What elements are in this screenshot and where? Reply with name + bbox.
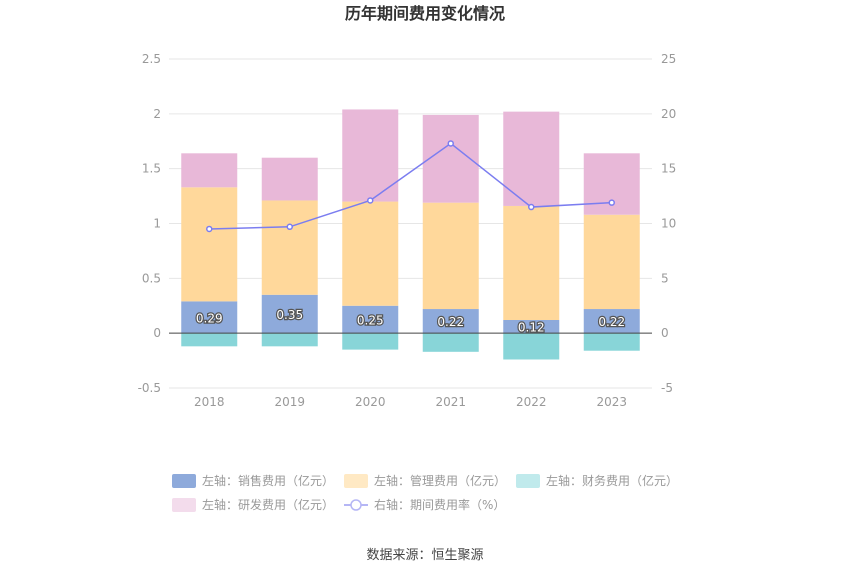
bar-segment [181, 153, 238, 188]
rate-point [286, 223, 293, 231]
bar-segment [503, 205, 560, 321]
right-tick-label: 15 [661, 162, 676, 176]
x-axis: 2018 2019 2020 2021 2022 2023 [194, 395, 627, 409]
left-tick-label: 2.5 [142, 52, 161, 66]
chart-title: 历年期间费用变化情况 [345, 4, 505, 23]
bar-segment [342, 109, 399, 202]
bar-value-label: 0.35 [276, 308, 303, 322]
bar-value-label: 0.29 [196, 311, 223, 325]
left-tick-label: 1.5 [142, 162, 161, 176]
bar-segment [583, 309, 640, 334]
bar-segment [261, 200, 318, 295]
legend-swatch [172, 498, 196, 512]
left-tick-label: 1 [153, 217, 161, 231]
rate-point [367, 197, 374, 204]
bar-value-label: 0.22 [598, 315, 625, 329]
bar-segment [181, 301, 238, 334]
bar-value-label: 0.12 [518, 321, 545, 335]
legend-label: 左轴：财务费用（亿元） [546, 473, 678, 488]
right-tick-label: 10 [661, 217, 676, 231]
x-tick-label: 2021 [435, 395, 466, 409]
bar-segment [422, 309, 479, 334]
bars [181, 109, 640, 360]
legend-label: 左轴：管理费用（亿元） [374, 473, 506, 488]
right-axis: -5 0 5 10 15 20 25 [661, 52, 676, 395]
left-tick-label: 2 [153, 107, 161, 121]
legend-swatch [172, 474, 196, 488]
x-tick-label: 2020 [355, 395, 386, 409]
legend-swatch [344, 474, 368, 488]
bar-segment [503, 111, 560, 206]
rate-point [447, 140, 454, 147]
bar-segment [342, 201, 399, 306]
bar-segment [261, 157, 318, 201]
legend-swatch [516, 474, 540, 488]
bar-segment [261, 333, 318, 347]
rate-point [528, 203, 535, 211]
bar-segment [583, 333, 640, 351]
bar-segment [583, 214, 640, 310]
x-tick-label: 2022 [516, 395, 547, 409]
legend-marker [350, 499, 362, 511]
rate-point [206, 225, 213, 233]
bar-segment [503, 320, 560, 334]
right-tick-label: 20 [661, 107, 676, 121]
bar-segment [181, 333, 238, 347]
right-tick-label: 5 [661, 271, 669, 285]
bar-segment [342, 333, 399, 350]
bar-segment [422, 333, 479, 352]
right-tick-label: -5 [661, 381, 673, 395]
legend: 左轴：销售费用（亿元） 左轴：管理费用（亿元） 左轴：财务费用（亿元） 左轴：研发费用… [172, 473, 678, 512]
bar-segment [181, 187, 238, 302]
rate-line-path [209, 142, 612, 230]
bar-segment [503, 333, 560, 360]
legend-label: 左轴：销售费用（亿元） [202, 473, 334, 488]
left-tick-label: -0.5 [138, 381, 161, 395]
legend-label: 右轴：期间费用率（%） [374, 497, 505, 512]
bar-segment [342, 305, 399, 334]
right-tick-label: 0 [661, 326, 669, 340]
legend-label: 左轴：研发费用（亿元） [202, 497, 334, 512]
x-tick-label: 2019 [274, 395, 305, 409]
bar-segment [422, 202, 479, 310]
x-tick-label: 2023 [596, 395, 627, 409]
left-tick-label: 0 [153, 326, 161, 340]
bar-value-label: 0.22 [437, 315, 464, 329]
right-tick-label: 25 [661, 52, 676, 66]
left-tick-label: 0.5 [142, 271, 161, 285]
bar-value-label: 0.25 [357, 313, 384, 327]
bar-segment [261, 294, 318, 334]
rate-line [206, 140, 615, 233]
grid-lines [169, 58, 652, 389]
source-note: 数据来源：恒生聚源 [366, 548, 483, 563]
bar-labels: 0.29 0.35 0.25 0.22 0.12 0.22 [195, 307, 627, 336]
x-tick-label: 2018 [194, 395, 225, 409]
left-axis: -0.5 0 0.5 1 1.5 2 2.5 [138, 52, 161, 395]
rate-point [608, 199, 615, 206]
